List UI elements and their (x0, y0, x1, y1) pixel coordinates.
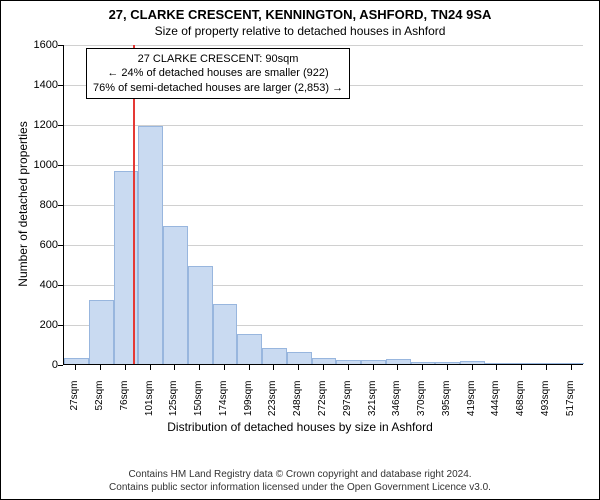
x-tick-mark (174, 365, 175, 370)
annotation-line: 27 CLARKE CRESCENT: 90sqm (93, 52, 343, 66)
x-tick-mark (150, 365, 151, 370)
histogram-bar (336, 360, 361, 364)
histogram-bar (534, 363, 559, 364)
histogram-bar (89, 300, 114, 364)
histogram-bar (262, 348, 287, 364)
x-tick-mark (521, 365, 522, 370)
y-tick-label: 1600 (18, 39, 58, 51)
histogram-bar (64, 358, 89, 364)
x-tick-mark (249, 365, 250, 370)
page-title: 27, CLARKE CRESCENT, KENNINGTON, ASHFORD… (1, 7, 599, 22)
x-tick-label: 346sqm (391, 381, 402, 426)
x-tick-mark (447, 365, 448, 370)
x-tick-mark (273, 365, 274, 370)
chart-container: 27, CLARKE CRESCENT, KENNINGTON, ASHFORD… (0, 0, 600, 500)
x-tick-label: 370sqm (416, 381, 427, 426)
x-tick-label: 419sqm (466, 381, 477, 426)
x-tick-label: 125sqm (168, 381, 179, 426)
annotation-box: 27 CLARKE CRESCENT: 90sqm ← 24% of detac… (86, 48, 350, 99)
x-tick-mark (348, 365, 349, 370)
gridline (64, 45, 583, 46)
x-tick-label: 52sqm (94, 381, 105, 426)
histogram-bar (287, 352, 312, 364)
histogram-bar (485, 363, 510, 364)
histogram-bar (312, 358, 337, 364)
footer-line: Contains HM Land Registry data © Crown c… (1, 468, 599, 481)
x-tick-label: 248sqm (292, 381, 303, 426)
x-tick-label: 27sqm (69, 381, 80, 426)
histogram-bar (411, 362, 436, 364)
x-tick-mark (125, 365, 126, 370)
x-tick-label: 223sqm (267, 381, 278, 426)
annotation-line: ← 24% of detached houses are smaller (92… (93, 66, 343, 80)
annotation-line: 76% of semi-detached houses are larger (… (93, 81, 343, 95)
x-tick-mark (298, 365, 299, 370)
x-tick-mark (224, 365, 225, 370)
x-tick-label: 297sqm (342, 381, 353, 426)
x-tick-label: 76sqm (119, 381, 130, 426)
x-tick-mark (75, 365, 76, 370)
histogram-bar (188, 266, 213, 364)
x-tick-mark (546, 365, 547, 370)
x-tick-mark (571, 365, 572, 370)
histogram-bar (213, 304, 238, 364)
y-tick-label: 0 (18, 359, 58, 371)
footer: Contains HM Land Registry data © Crown c… (1, 468, 599, 494)
x-tick-mark (373, 365, 374, 370)
x-tick-label: 199sqm (243, 381, 254, 426)
histogram-bar (138, 126, 163, 364)
x-tick-mark (472, 365, 473, 370)
x-tick-label: 395sqm (441, 381, 452, 426)
x-tick-label: 150sqm (193, 381, 204, 426)
x-tick-mark (199, 365, 200, 370)
histogram-bar (386, 359, 411, 364)
x-tick-mark (496, 365, 497, 370)
x-tick-mark (323, 365, 324, 370)
y-tick-mark (58, 365, 63, 366)
histogram-bar (460, 361, 485, 364)
page-subtitle: Size of property relative to detached ho… (1, 24, 599, 38)
histogram-bar (361, 360, 386, 364)
x-tick-label: 468sqm (515, 381, 526, 426)
x-tick-label: 517sqm (565, 381, 576, 426)
histogram-bar (163, 226, 188, 364)
x-tick-mark (422, 365, 423, 370)
x-tick-label: 444sqm (490, 381, 501, 426)
x-tick-label: 272sqm (317, 381, 328, 426)
histogram-bar (435, 362, 460, 364)
footer-line: Contains public sector information licen… (1, 481, 599, 494)
x-axis-label: Distribution of detached houses by size … (1, 420, 599, 434)
histogram-bar (559, 363, 584, 364)
x-tick-label: 101sqm (144, 381, 155, 426)
x-tick-label: 321sqm (367, 381, 378, 426)
x-tick-mark (100, 365, 101, 370)
y-axis-label: Number of detached properties (16, 74, 30, 334)
histogram-bar (510, 363, 535, 364)
histogram-bar (237, 334, 262, 364)
x-tick-mark (397, 365, 398, 370)
x-tick-label: 174sqm (218, 381, 229, 426)
x-tick-label: 493sqm (540, 381, 551, 426)
